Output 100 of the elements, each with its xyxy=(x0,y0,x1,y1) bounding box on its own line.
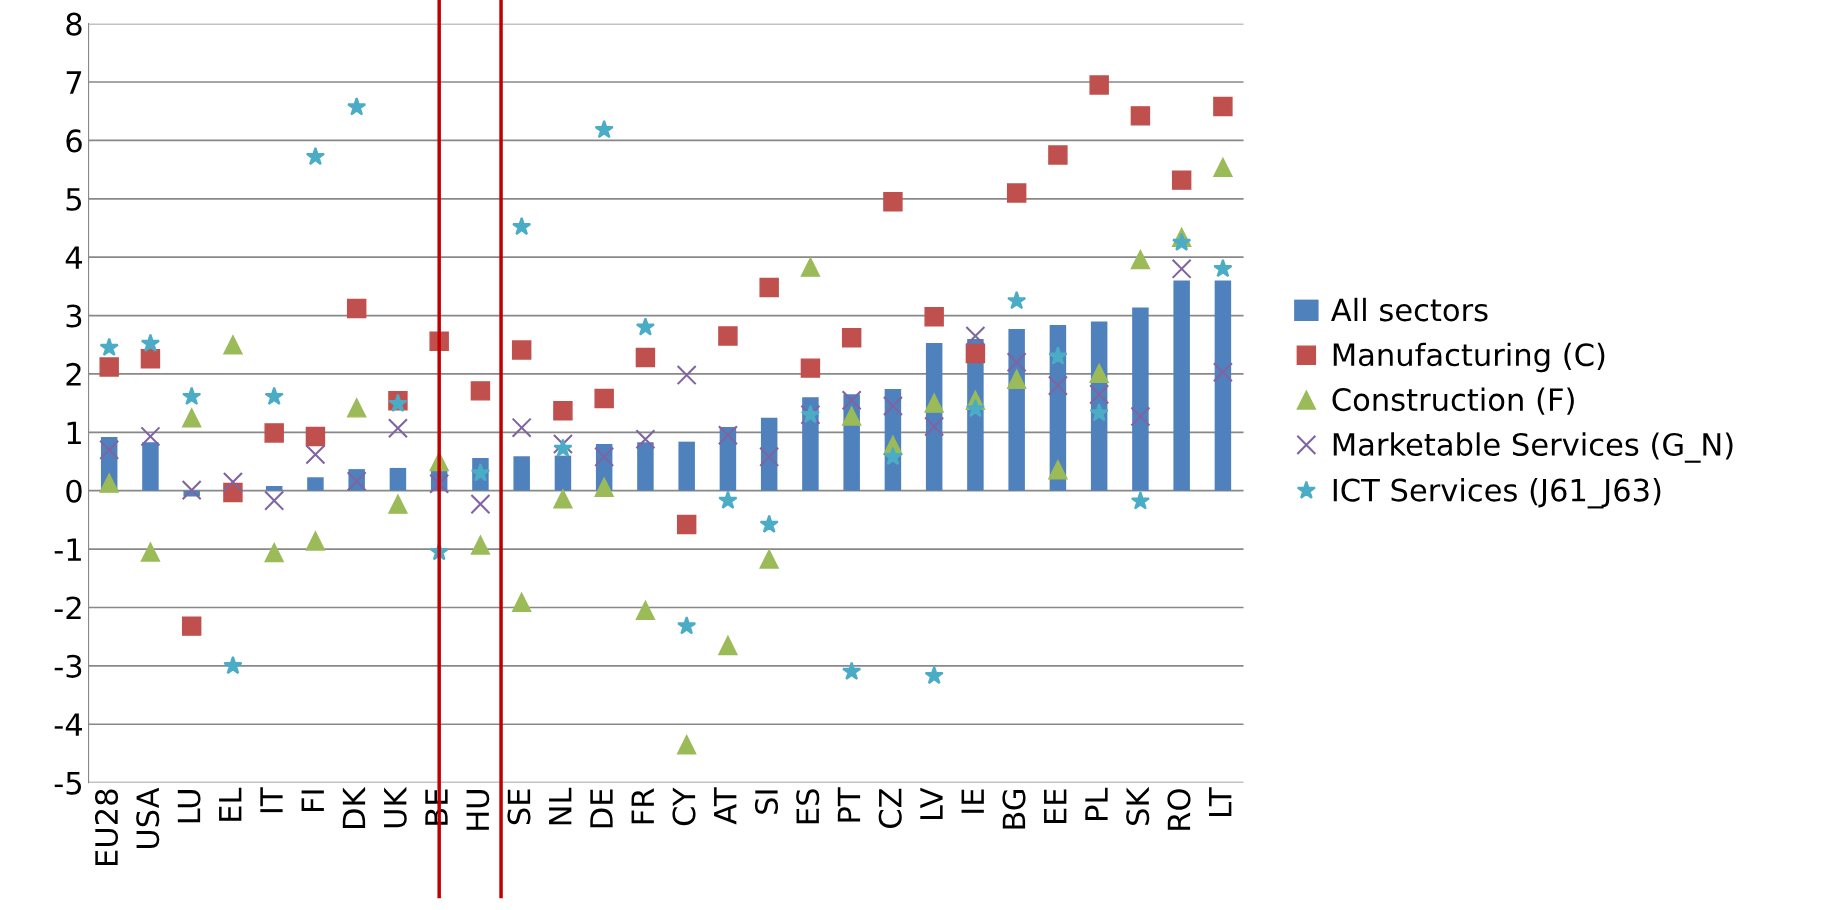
x-tick-label: PT xyxy=(837,787,861,822)
point xyxy=(99,357,119,377)
legend-label: All sectors xyxy=(1331,297,1488,322)
point xyxy=(759,277,779,298)
x-tick-label: UK xyxy=(384,786,407,828)
bar xyxy=(513,456,530,491)
point xyxy=(1213,96,1233,117)
point xyxy=(841,328,862,348)
point xyxy=(429,473,450,494)
y-tick-label: -5 xyxy=(54,771,82,795)
point xyxy=(511,417,532,438)
point xyxy=(1089,384,1110,405)
point xyxy=(305,531,326,551)
x-tick-label: LU xyxy=(177,790,201,823)
point xyxy=(1130,491,1151,510)
point xyxy=(140,349,161,369)
legend-label: ICT Services (J61_J63) xyxy=(1333,478,1661,509)
point xyxy=(924,307,944,327)
x-tick-label: DK xyxy=(342,786,366,829)
point xyxy=(387,418,408,439)
point xyxy=(264,490,285,511)
x-tick-label: NL xyxy=(549,787,572,825)
point xyxy=(140,333,161,352)
point xyxy=(1047,375,1068,396)
legend-label: Marketable Services (G_N) xyxy=(1333,432,1733,463)
point xyxy=(470,494,491,515)
point xyxy=(1089,75,1109,95)
point xyxy=(594,388,614,409)
point xyxy=(924,416,945,437)
point xyxy=(553,489,573,509)
point xyxy=(800,358,821,378)
point xyxy=(1213,258,1233,278)
point xyxy=(181,480,202,501)
point xyxy=(264,386,284,406)
y-tick-label: -4 xyxy=(54,713,82,736)
bar xyxy=(307,477,324,491)
x-tick-label: SI xyxy=(754,790,779,814)
point xyxy=(1048,459,1068,480)
point xyxy=(1171,170,1192,190)
point xyxy=(305,426,326,447)
point xyxy=(800,257,821,277)
point xyxy=(305,444,326,465)
point xyxy=(1212,362,1233,383)
y-tick-label: -2 xyxy=(54,596,81,620)
point xyxy=(470,463,491,482)
x-tick-label: AT xyxy=(714,787,737,825)
point xyxy=(1130,106,1151,126)
bar xyxy=(1214,280,1232,491)
x-tick-label: DE xyxy=(590,789,613,828)
y-tick-label: 0 xyxy=(66,479,82,503)
y-tick-label: 7 xyxy=(66,71,82,94)
x-tick-label: BE xyxy=(425,789,448,825)
bar xyxy=(678,441,695,491)
point xyxy=(842,661,862,681)
y-tick-label: 3 xyxy=(66,304,82,328)
point xyxy=(965,343,986,364)
point xyxy=(676,514,697,535)
point xyxy=(1048,145,1068,165)
point xyxy=(635,347,656,368)
point xyxy=(718,326,738,346)
point xyxy=(676,734,697,755)
point xyxy=(1007,290,1027,310)
bar xyxy=(1132,307,1149,491)
point xyxy=(99,337,119,357)
point xyxy=(511,340,532,360)
point xyxy=(99,473,119,493)
point xyxy=(140,426,161,447)
point xyxy=(552,433,573,455)
point xyxy=(1130,406,1151,427)
point xyxy=(924,393,944,413)
y-tick-label: -3 xyxy=(54,654,82,678)
point xyxy=(759,446,780,467)
point xyxy=(140,542,161,562)
point xyxy=(1048,346,1068,365)
legend-label: Manufacturing (C) xyxy=(1333,342,1605,373)
point xyxy=(1130,249,1151,270)
x-tick-label: ES xyxy=(796,789,820,824)
point xyxy=(305,146,326,166)
x-tick-label: FI xyxy=(301,790,324,812)
point xyxy=(882,395,903,417)
point xyxy=(181,616,202,636)
bar xyxy=(1173,280,1190,491)
bar xyxy=(265,486,283,491)
point xyxy=(635,429,656,450)
x-tick-label: SK xyxy=(1126,786,1150,825)
bar xyxy=(142,442,159,491)
y-tick-label: -1 xyxy=(54,538,81,561)
point xyxy=(223,335,243,355)
legend-label: Construction (F) xyxy=(1332,387,1574,415)
x-tick-label: PL xyxy=(1085,787,1108,820)
point xyxy=(264,423,284,443)
point xyxy=(841,390,862,411)
y-tick-label: 5 xyxy=(66,188,82,211)
point xyxy=(264,542,284,563)
point xyxy=(1089,363,1109,384)
bar xyxy=(554,455,572,491)
point xyxy=(717,425,738,446)
point xyxy=(470,535,491,555)
y-tick-label: 4 xyxy=(65,246,82,269)
y-tick-label: 2 xyxy=(66,362,81,386)
